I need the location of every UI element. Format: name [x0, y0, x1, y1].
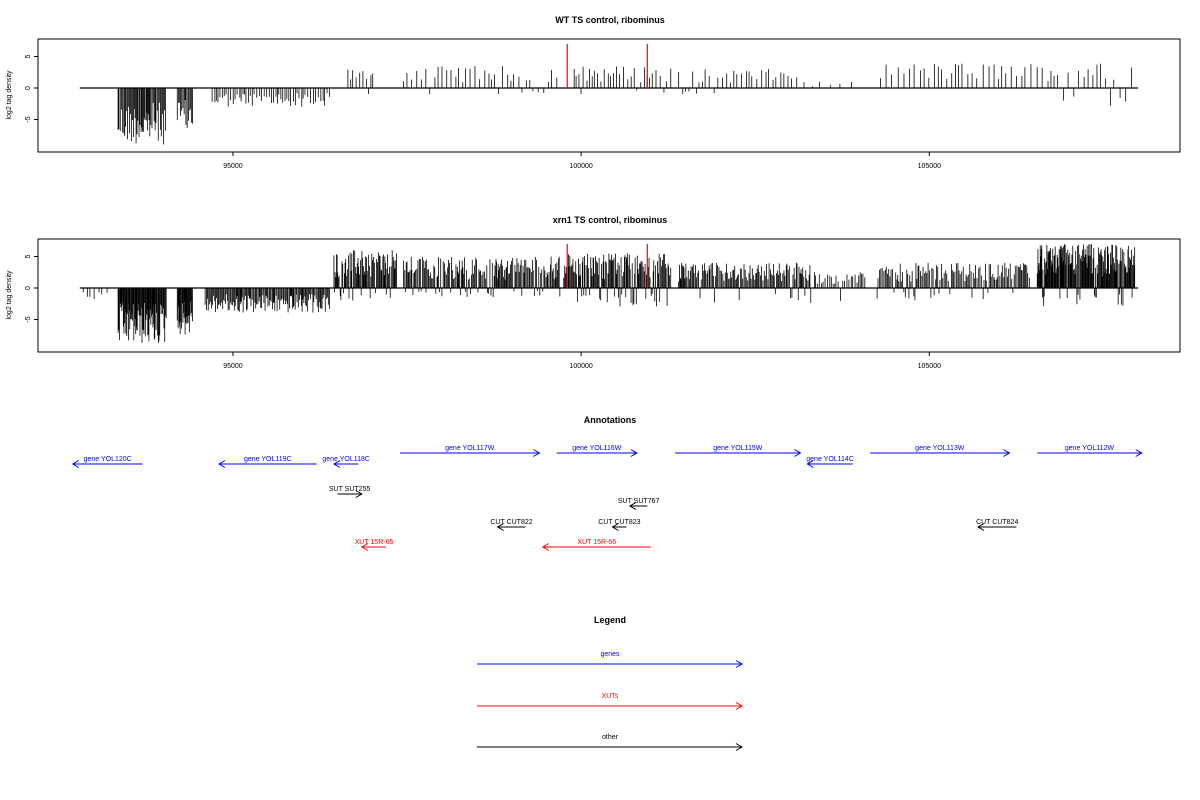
- x-tick-label: 105000: [918, 163, 941, 170]
- annotation-feature: gene YOL115W: [675, 445, 802, 457]
- annotation-feature: XUT 15R-65: [355, 539, 394, 551]
- annotation-arrow-head: [71, 460, 80, 468]
- annotation-label: gene YOL118C: [322, 456, 370, 463]
- annotation-feature: CUT CUT823: [598, 519, 641, 531]
- legend-panel: Legend genes XUTs other: [477, 615, 743, 751]
- legend-entry: other: [477, 734, 743, 751]
- xrn1-title: xrn1 TS control, ribominus: [553, 215, 668, 225]
- legend-arrow-head: [735, 743, 743, 751]
- annotation-feature: CUT CUT824: [976, 519, 1018, 531]
- annotations-title: Annotations: [584, 415, 637, 425]
- legend-label: other: [602, 734, 619, 741]
- legend-items: genes XUTs other: [477, 651, 743, 751]
- annotation-feature: XUT 15R-66: [541, 539, 651, 551]
- annotation-feature: gene YOL119C: [218, 456, 317, 468]
- annotation-feature: CUT CUT822: [490, 519, 533, 531]
- x-tick-label: 95000: [223, 163, 243, 170]
- xrn1-bars: [79, 243, 1139, 343]
- annotation-arrow-head: [496, 523, 504, 531]
- annotation-arrow-head: [630, 449, 638, 457]
- annotation-feature: gene YOL112W: [1037, 445, 1143, 457]
- xrn1-ylabel: log2 tag density: [6, 270, 13, 320]
- legend-entry: XUTs: [477, 693, 743, 710]
- annotation-feature: gene YOL114C: [806, 456, 854, 468]
- wt-plot-frame: [37, 38, 1181, 153]
- y-tick-label: 5: [25, 254, 32, 258]
- x-tick-label: 100000: [569, 363, 592, 370]
- annotation-label: gene YOL117W: [445, 445, 495, 452]
- wt-y-axis: -5 0 5: [25, 54, 39, 123]
- annotation-arrow-head: [360, 543, 369, 551]
- annotation-label: gene YOL119C: [244, 456, 292, 463]
- annotation-label: gene YOL120C: [84, 456, 132, 463]
- legend-arrow-head: [735, 660, 743, 668]
- annotation-label: gene YOL116W: [572, 445, 622, 452]
- annotation-arrow-head: [806, 460, 814, 468]
- annotation-feature: gene YOL120C: [71, 456, 143, 468]
- annotation-arrow-head: [541, 543, 550, 551]
- x-tick-label: 100000: [569, 163, 592, 170]
- x-tick-label: 105000: [918, 363, 941, 370]
- annotation-arrow-head: [355, 490, 363, 498]
- annotation-label: SUT SUT255: [329, 486, 371, 493]
- annotation-label: gene YOL112W: [1065, 445, 1115, 452]
- legend-label: XUTs: [602, 693, 619, 700]
- annotation-label: gene YOL114C: [806, 456, 854, 463]
- annotation-feature: gene YOL116W: [556, 445, 638, 457]
- y-tick-label: -5: [25, 316, 32, 322]
- annotation-arrow-head: [977, 523, 985, 531]
- annotation-label: CUT CUT824: [976, 519, 1018, 526]
- legend-entry: genes: [477, 651, 743, 668]
- legend-label: genes: [600, 651, 620, 658]
- annotation-feature: gene YOL117W: [400, 445, 541, 457]
- annotation-arrow-head: [794, 449, 802, 457]
- annotation-feature: SUT SUT767: [618, 498, 660, 510]
- xrn1-panel: xrn1 TS control, ribominus log2 tag dens…: [6, 215, 1181, 370]
- annotation-arrow-head: [332, 460, 341, 468]
- annotation-arrow-head: [1003, 449, 1011, 457]
- y-tick-label: -5: [25, 116, 32, 122]
- annotation-feature: SUT SUT255: [329, 486, 371, 498]
- wt-ylabel: log2 tag density: [6, 70, 13, 120]
- wt-markers: [566, 43, 648, 88]
- annotation-label: XUT 15R-65: [355, 539, 394, 546]
- y-tick-label: 0: [25, 286, 32, 290]
- wt-panel: WT TS control, ribominus log2 tag densit…: [6, 15, 1181, 170]
- xrn1-y-axis: -5 0 5: [25, 254, 39, 323]
- annotation-label: gene YOL115W: [713, 445, 763, 452]
- y-tick-label: 0: [25, 86, 32, 90]
- annotation-items: gene YOL120C gene YOL119C gene YOL118C gene…: [71, 445, 1143, 551]
- annotation-label: SUT SUT767: [618, 498, 660, 505]
- annotation-label: CUT CUT822: [490, 519, 532, 526]
- x-tick-label: 95000: [223, 363, 243, 370]
- annotation-arrow-head: [533, 449, 541, 457]
- xrn1-markers: [566, 243, 648, 288]
- annotations-panel: Annotations gene YOL120C gene YOL119C gene…: [71, 415, 1143, 551]
- annotation-feature: gene YOL118C: [322, 456, 370, 468]
- wt-title: WT TS control, ribominus: [555, 15, 665, 25]
- annotation-label: XUT 15R-66: [577, 539, 616, 546]
- annotation-label: CUT CUT823: [598, 519, 640, 526]
- y-tick-label: 5: [25, 54, 32, 58]
- xrn1-x-axis: 95000 100000 105000: [223, 351, 941, 370]
- annotation-arrow-head: [218, 460, 226, 468]
- wt-bars: [79, 63, 1139, 145]
- annotation-arrow-head: [1135, 449, 1143, 457]
- legend-arrow-head: [735, 702, 743, 710]
- annotation-label: gene YOL113W: [915, 445, 965, 452]
- wt-x-axis: 95000 100000 105000: [223, 151, 941, 170]
- annotation-arrow-head: [611, 523, 619, 531]
- annotation-feature: gene YOL113W: [870, 445, 1011, 457]
- annotation-arrow-head: [628, 502, 637, 510]
- legend-title: Legend: [594, 615, 626, 625]
